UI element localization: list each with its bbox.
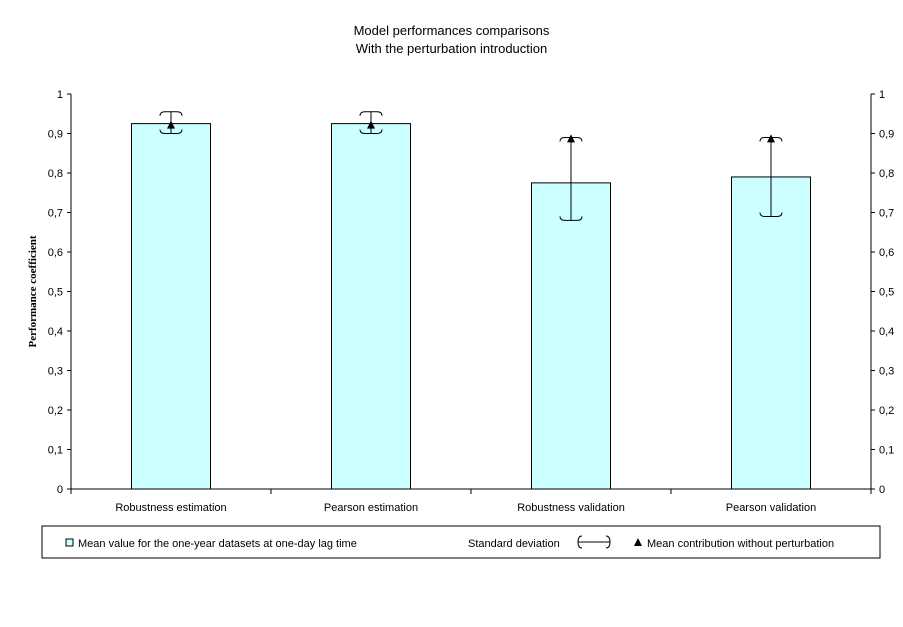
y-tick-label-right: 0,9 bbox=[879, 129, 894, 141]
y-tick-label-left: 0,2 bbox=[48, 405, 63, 417]
legend-triangle-icon bbox=[634, 538, 642, 546]
chart-subtitle: With the perturbation introduction bbox=[355, 41, 548, 56]
y-tick-label-left: 0,7 bbox=[48, 208, 63, 220]
error-bar-cap-lower bbox=[359, 129, 383, 134]
y-tick-label-left: 0,6 bbox=[48, 247, 63, 259]
y-tick-label-left: 0,8 bbox=[48, 168, 63, 180]
y-axis-title: Performance coefficient bbox=[27, 235, 39, 347]
error-bar-cap-lower bbox=[759, 212, 783, 217]
y-tick-label-left: 0,9 bbox=[48, 129, 63, 141]
y-tick-label-right: 0,1 bbox=[879, 445, 894, 457]
y-tick-label-left: 1 bbox=[57, 89, 63, 101]
x-tick-label: Pearson estimation bbox=[324, 502, 418, 514]
error-bar-cap-lower bbox=[159, 129, 183, 134]
error-bar-cap-upper bbox=[159, 111, 183, 116]
legend: Mean value for the one-year datasets at … bbox=[41, 525, 881, 559]
x-tick-label: Pearson validation bbox=[726, 502, 817, 514]
legend-std-label: Standard deviation bbox=[468, 538, 560, 550]
legend-bar-swatch bbox=[65, 538, 74, 547]
y-tick-label-left: 0,1 bbox=[48, 445, 63, 457]
legend-bar-label: Mean value for the one-year datasets at … bbox=[78, 538, 357, 550]
y-tick-label-right: 1 bbox=[879, 89, 885, 101]
x-tick-label: Robustness validation bbox=[517, 502, 625, 514]
y-tick-label-right: 0,7 bbox=[879, 208, 894, 220]
legend-errorbar-icon bbox=[577, 535, 611, 549]
legend-box bbox=[41, 525, 881, 559]
bar bbox=[331, 123, 411, 490]
y-tick-label-right: 0,8 bbox=[879, 168, 894, 180]
y-tick-label-left: 0,5 bbox=[48, 287, 63, 299]
mean-marker bbox=[767, 134, 775, 143]
y-tick-label-right: 0,5 bbox=[879, 287, 894, 299]
y-tick-label-left: 0 bbox=[57, 484, 63, 496]
mean-marker bbox=[167, 120, 175, 129]
bar bbox=[131, 123, 211, 490]
mean-marker bbox=[367, 120, 375, 129]
y-tick-label-left: 0,4 bbox=[48, 326, 63, 338]
plot-area: 0 0 0,1 0,1 0,2 0,2 0,3 0,3 0,4 0,4 0,5 0,5 0,6 0,6 0,… bbox=[27, 89, 894, 514]
error-bar-cap-upper bbox=[359, 111, 383, 116]
chart-title: Model performances comparisons bbox=[353, 23, 550, 38]
error-bar-cap-lower bbox=[559, 216, 583, 221]
mean-marker bbox=[567, 134, 575, 143]
bar bbox=[531, 182, 611, 490]
legend-marker-label: Mean contribution without perturbation bbox=[647, 538, 834, 550]
bar bbox=[731, 176, 811, 490]
y-tick-label-right: 0,3 bbox=[879, 366, 894, 378]
y-tick-label-right: 0,6 bbox=[879, 247, 894, 259]
x-tick-label: Robustness estimation bbox=[115, 502, 226, 514]
y-tick-label-left: 0,3 bbox=[48, 366, 63, 378]
y-tick-label-right: 0,4 bbox=[879, 326, 894, 338]
y-tick-label-right: 0,2 bbox=[879, 405, 894, 417]
y-tick-label-right: 0 bbox=[879, 484, 885, 496]
